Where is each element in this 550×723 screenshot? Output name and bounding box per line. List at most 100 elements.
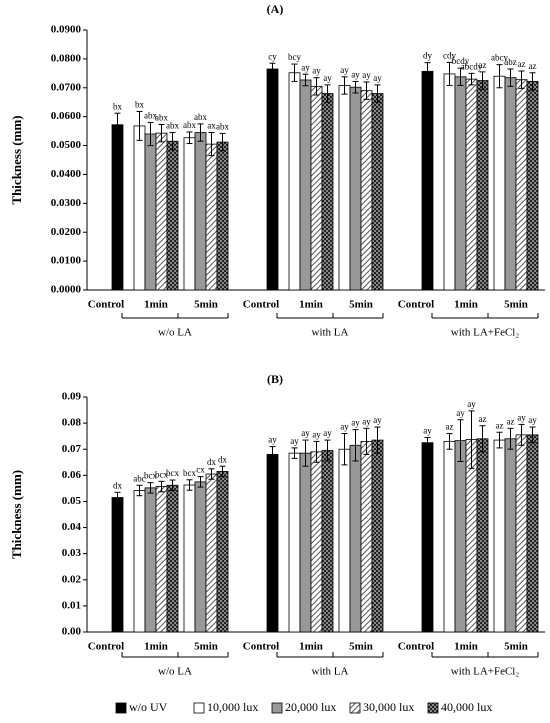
bar — [493, 75, 506, 291]
bar — [266, 68, 279, 291]
significance-letter: ay — [340, 422, 349, 432]
bar — [133, 125, 146, 291]
bar — [166, 140, 179, 291]
bar — [321, 450, 334, 633]
bar — [155, 486, 168, 633]
error-bar — [197, 476, 204, 488]
error-bar — [219, 132, 226, 152]
error-bar — [457, 419, 464, 462]
bar — [144, 133, 157, 291]
significance-letter: ay — [301, 62, 310, 72]
error-bar — [269, 446, 276, 463]
bar — [515, 434, 528, 633]
bar — [360, 440, 373, 633]
chart-title: (B) — [267, 372, 283, 386]
y-tick-label: 0.09 — [62, 391, 82, 403]
bar — [111, 497, 124, 633]
significance-letter: abz — [504, 57, 517, 67]
x-tick-label: 5min — [349, 299, 373, 311]
significance-letter: cdy — [443, 50, 456, 60]
bar — [183, 484, 196, 633]
significance-letter: cy — [268, 51, 277, 61]
significance-letter: bcx — [155, 469, 168, 479]
bar — [349, 86, 362, 291]
bar — [205, 143, 218, 291]
significance-letter: az — [479, 60, 487, 70]
legend-swatch — [193, 702, 205, 714]
bar — [526, 81, 539, 291]
y-tick-label: 0.0600 — [51, 110, 82, 122]
group-label: w/o LA — [158, 666, 192, 678]
error-bar — [518, 70, 525, 89]
bar — [288, 72, 301, 291]
significance-letter: ay — [340, 65, 349, 75]
error-bar — [302, 439, 309, 467]
significance-letter: ay — [312, 66, 321, 76]
x-tick-label: Control — [243, 299, 279, 311]
significance-letter: cx — [196, 465, 205, 475]
legend-swatch — [271, 702, 283, 714]
error-bar — [374, 84, 381, 103]
bar — [465, 78, 478, 291]
error-bar — [313, 77, 320, 96]
error-bar — [457, 67, 464, 86]
y-tick-label: 0.0100 — [51, 255, 82, 267]
bar — [360, 90, 373, 291]
x-tick-label: 1min — [144, 641, 168, 653]
x-tick-label: 1min — [144, 299, 168, 311]
significance-letter: abx — [166, 121, 179, 131]
error-bar — [186, 479, 193, 491]
group-label: with LA+FeCl₂ — [451, 666, 520, 678]
significance-letter: abx — [155, 113, 168, 123]
group-label: with LA — [312, 666, 349, 678]
error-bar — [496, 64, 503, 89]
error-bar — [136, 110, 143, 141]
chart-title: (A) — [267, 2, 284, 16]
y-tick-label: 0.04 — [62, 521, 82, 533]
error-bar — [468, 410, 475, 469]
x-tick-label: 5min — [504, 641, 528, 653]
significance-letter: bcx — [183, 468, 196, 478]
y-tick-label: 0.0200 — [51, 226, 82, 238]
error-bar — [468, 72, 475, 86]
error-bar — [507, 427, 514, 450]
error-bar — [291, 447, 298, 459]
error-bar — [147, 121, 154, 147]
significance-letter: bcx — [166, 468, 179, 478]
x-tick-label: 1min — [299, 641, 323, 653]
significance-letter: az — [446, 422, 454, 432]
significance-letter: ay — [456, 408, 465, 418]
significance-letter: az — [518, 59, 526, 69]
error-bar — [446, 61, 453, 86]
bar — [144, 487, 157, 633]
legend-label: 40,000 lux — [441, 700, 492, 714]
legend-swatch — [115, 702, 127, 714]
y-tick-label: 0.0700 — [51, 81, 82, 93]
group-label: w/o LA — [158, 327, 192, 339]
error-bar — [424, 436, 431, 449]
bar — [338, 85, 351, 291]
significance-letter: abx — [216, 121, 229, 131]
error-bar — [341, 76, 348, 95]
bar — [493, 439, 506, 633]
significance-letter: dy — [423, 51, 433, 61]
bar — [371, 93, 384, 291]
significance-letter: abx — [183, 120, 196, 130]
bar — [310, 451, 323, 633]
bar — [421, 70, 434, 291]
y-tick-label: 0.00 — [62, 626, 82, 638]
bar — [515, 79, 528, 291]
error-bar — [147, 482, 154, 494]
bar — [504, 438, 517, 633]
y-tick-label: 0.03 — [62, 547, 82, 559]
error-bar — [114, 491, 121, 504]
error-bar — [219, 465, 226, 478]
bar — [111, 124, 124, 291]
significance-letter: ax — [207, 121, 216, 131]
bar — [338, 448, 351, 633]
x-tick-label: Control — [398, 641, 434, 653]
significance-letter: ay — [290, 436, 299, 446]
error-bar — [324, 84, 331, 103]
bar — [266, 454, 279, 633]
